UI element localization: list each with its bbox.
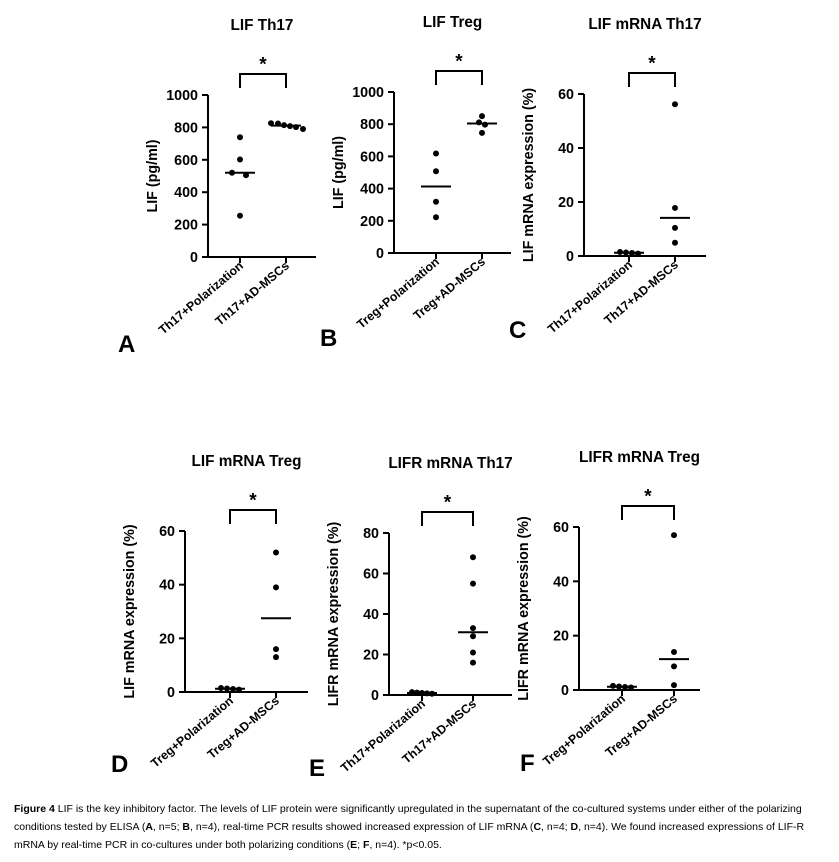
svg-text:LIFR mRNA expression (%): LIFR mRNA expression (%) [516,516,532,701]
svg-text:LIF (pg/ml): LIF (pg/ml) [331,136,347,209]
svg-text:200: 200 [360,214,384,230]
svg-text:D: D [111,751,128,778]
svg-text:B: B [320,325,337,352]
svg-text:Treg+Polarization: Treg+Polarization [354,255,442,332]
svg-text:400: 400 [174,185,198,201]
svg-text:1000: 1000 [352,85,384,101]
svg-text:*: * [644,487,652,508]
svg-text:600: 600 [174,153,198,169]
svg-text:*: * [249,491,257,512]
svg-text:0: 0 [167,685,175,701]
svg-text:Th17+Polarization: Th17+Polarization [338,697,428,776]
svg-text:LIF Treg: LIF Treg [423,14,483,31]
svg-text:E: E [309,755,325,782]
svg-text:*: * [259,55,267,76]
svg-text:0: 0 [371,688,379,704]
svg-text:400: 400 [360,182,384,198]
svg-text:40: 40 [159,578,175,594]
svg-text:0: 0 [190,250,198,266]
svg-text:LIFR mRNA Th17: LIFR mRNA Th17 [388,455,512,472]
svg-text:60: 60 [159,524,175,540]
svg-text:C: C [509,317,526,344]
svg-text:200: 200 [174,218,198,234]
svg-text:*: * [455,52,463,73]
svg-text:0: 0 [376,246,384,262]
svg-text:60: 60 [363,567,379,583]
svg-text:LIF Th17: LIF Th17 [231,17,294,34]
svg-text:LIF mRNA Treg: LIF mRNA Treg [192,453,302,470]
svg-text:40: 40 [363,607,379,623]
svg-text:20: 20 [558,195,574,211]
svg-text:0: 0 [566,249,574,265]
svg-text:*: * [444,493,452,514]
svg-text:40: 40 [558,141,574,157]
svg-text:LIF (pg/ml): LIF (pg/ml) [145,139,161,212]
svg-text:800: 800 [174,120,198,136]
svg-text:LIFR mRNA Treg: LIFR mRNA Treg [579,449,700,466]
svg-text:Th17+Polarization: Th17+Polarization [545,258,635,337]
svg-text:80: 80 [363,526,379,542]
svg-text:Treg+Polarization: Treg+Polarization [148,694,236,771]
svg-text:F: F [520,750,535,777]
svg-text:LIF mRNA expression (%): LIF mRNA expression (%) [521,88,537,262]
svg-text:20: 20 [363,648,379,664]
svg-text:LIF mRNA expression (%): LIF mRNA expression (%) [122,524,138,698]
svg-text:0: 0 [561,683,569,699]
svg-text:20: 20 [159,631,175,647]
svg-text:1000: 1000 [166,88,198,104]
svg-text:20: 20 [553,629,569,645]
svg-text:40: 40 [553,574,569,590]
svg-text:A: A [118,331,135,358]
svg-text:60: 60 [553,520,569,536]
svg-text:600: 600 [360,149,384,165]
svg-text:*: * [648,54,656,75]
svg-text:Th17+Polarization: Th17+Polarization [156,259,246,338]
svg-text:60: 60 [558,87,574,103]
svg-text:LIFR mRNA expression (%): LIFR mRNA expression (%) [326,521,342,706]
svg-text:LIF mRNA Th17: LIF mRNA Th17 [588,16,701,33]
svg-text:800: 800 [360,117,384,133]
